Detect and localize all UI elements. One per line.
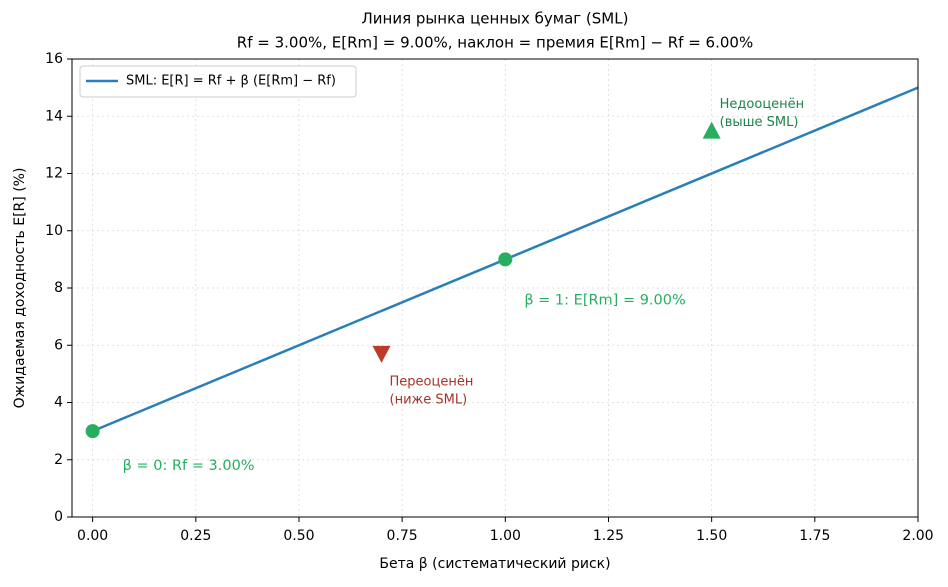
point	[498, 252, 513, 267]
x-tick-label: 0.75	[387, 528, 418, 544]
x-tick-label: 0.50	[283, 528, 314, 544]
y-tick-label: 2	[54, 452, 63, 468]
x-tick-label: 1.25	[593, 528, 624, 544]
chart-subtitle: Rf = 3.00%, E[Rm] = 9.00%, наклон = прем…	[237, 34, 753, 52]
y-axis-label: Ожидаемая доходность E[R] (%)	[12, 168, 28, 409]
x-tick-label: 0.25	[180, 528, 211, 544]
y-tick-label: 14	[45, 108, 63, 124]
y-tick-label: 10	[45, 223, 63, 239]
chart-title: Линия рынка ценных бумаг (SML)	[362, 10, 629, 28]
x-tick-label: 1.75	[799, 528, 830, 544]
point	[702, 121, 721, 139]
legend-box	[79, 65, 357, 98]
plot-frame	[71, 58, 919, 518]
x-axis-label: Бета β (систематический риск)	[379, 556, 610, 572]
y-tick-label: 0	[54, 509, 63, 525]
x-tick-label: 0.00	[77, 528, 108, 544]
y-tick-label: 4	[54, 395, 63, 411]
annotation: β = 1: E[Rm] = 9.00%	[524, 292, 685, 308]
legend-label: SML: E[R] = Rf + β (E[Rm] − Rf)	[126, 74, 336, 89]
y-tick-label: 8	[54, 280, 63, 296]
annotation: Недооценён	[720, 97, 805, 112]
annotation: β = 0: Rf = 3.00%	[123, 458, 255, 474]
point	[85, 424, 100, 439]
annotation: Переоценён	[390, 374, 474, 389]
y-tick-label: 12	[45, 166, 63, 182]
x-tick-label: 2.00	[902, 528, 933, 544]
y-tick-label: 16	[45, 51, 63, 67]
x-tick-label: 1.00	[490, 528, 521, 544]
point	[372, 345, 391, 363]
y-tick-label: 6	[54, 337, 63, 353]
annotation: (ниже SML)	[390, 392, 468, 407]
x-tick-label: 1.50	[696, 528, 727, 544]
annotation: (выше SML)	[720, 115, 799, 130]
